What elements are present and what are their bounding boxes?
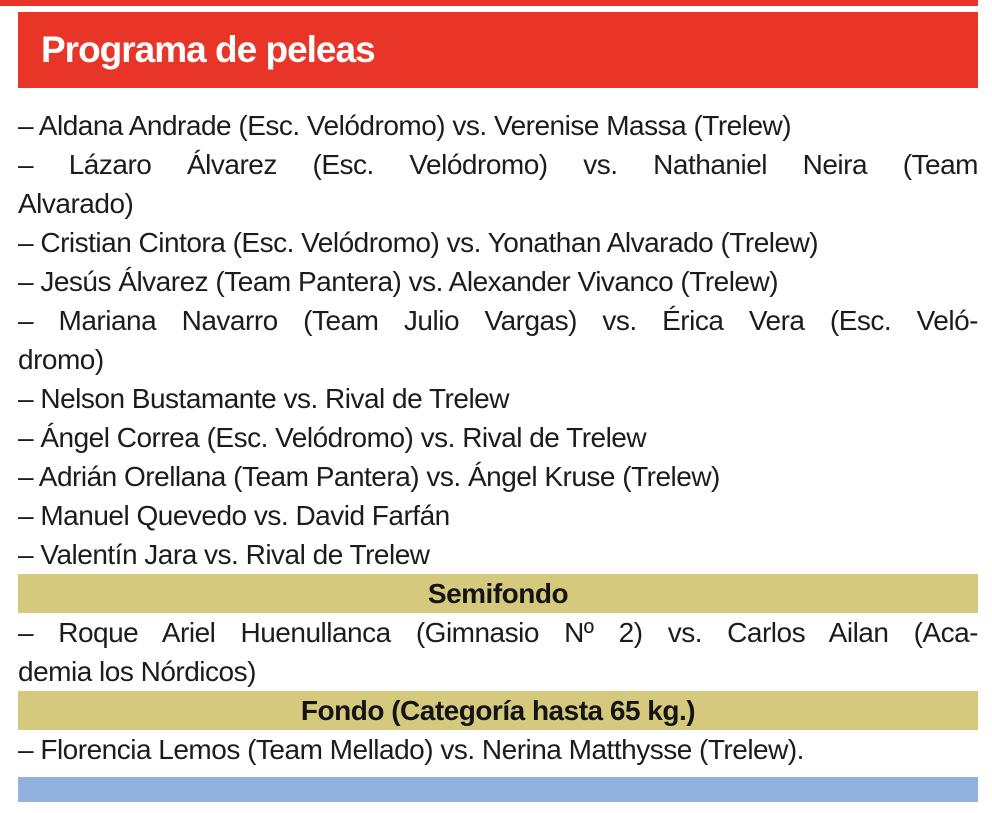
- section-title: Fondo (Categoría hasta 65 kg.): [300, 694, 696, 726]
- top-rule: [0, 0, 978, 6]
- bottom-bar: [18, 777, 978, 802]
- fight-line-continuation: demia los Nórdicos): [18, 656, 256, 687]
- fight-line: – Valentín Jara vs. Rival de Trelew: [18, 539, 430, 570]
- section-title: Semifondo: [427, 577, 569, 609]
- fight-line: – Adrián Orellana (Team Pantera) vs. Áng…: [18, 461, 720, 492]
- fight-line: – Lázaro Álvarez (Esc. Velódromo) vs. Na…: [18, 149, 979, 180]
- section-bar-semifondo: Semifondo: [18, 574, 978, 613]
- fight-line: – Nelson Bustamante vs. Rival de Trelew: [18, 383, 509, 414]
- fight-line: – Ángel Correa (Esc. Velódromo) vs. Riva…: [18, 422, 647, 453]
- header-bar: Programa de peleas: [18, 12, 978, 88]
- section-bar-fondo: Fondo (Categoría hasta 65 kg.): [18, 691, 978, 730]
- fight-line: – Manuel Quevedo vs. David Farfán: [18, 500, 450, 531]
- fight-line-continuation: Alvarado): [18, 188, 134, 219]
- fight-line: – Aldana Andrade (Esc. Velódromo) vs. Ve…: [18, 110, 792, 141]
- fight-list: – Aldana Andrade (Esc. Velódromo) vs. Ve…: [18, 106, 979, 802]
- fight-line: – Mariana Navarro (Team Julio Vargas) vs…: [18, 305, 979, 336]
- page-title: Programa de peleas: [41, 29, 376, 70]
- fight-line: – Jesús Álvarez (Team Pantera) vs. Alexa…: [18, 266, 779, 297]
- fight-line: – Roque Ariel Huenullanca (Gimnasio Nº 2…: [18, 617, 979, 648]
- fight-line: – Cristian Cintora (Esc. Velódromo) vs. …: [18, 227, 819, 258]
- fight-line: – Florencia Lemos (Team Mellado) vs. Ner…: [18, 734, 804, 765]
- fight-line-continuation: dromo): [18, 344, 104, 375]
